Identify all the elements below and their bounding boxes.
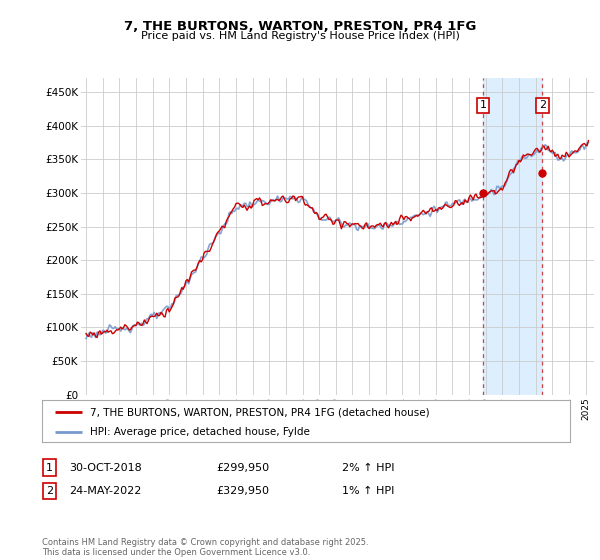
Text: £329,950: £329,950 (216, 486, 269, 496)
Text: 24-MAY-2022: 24-MAY-2022 (69, 486, 142, 496)
Text: 2: 2 (46, 486, 53, 496)
Text: 30-OCT-2018: 30-OCT-2018 (69, 463, 142, 473)
Text: Contains HM Land Registry data © Crown copyright and database right 2025.
This d: Contains HM Land Registry data © Crown c… (42, 538, 368, 557)
Text: 1: 1 (46, 463, 53, 473)
Text: 1: 1 (479, 100, 487, 110)
Text: £299,950: £299,950 (216, 463, 269, 473)
Text: 7, THE BURTONS, WARTON, PRESTON, PR4 1FG (detached house): 7, THE BURTONS, WARTON, PRESTON, PR4 1FG… (89, 407, 429, 417)
Text: 2: 2 (539, 100, 546, 110)
Bar (483, 78, 542, 395)
Text: HPI: Average price, detached house, Fylde: HPI: Average price, detached house, Fyld… (89, 427, 310, 437)
Text: 1% ↑ HPI: 1% ↑ HPI (342, 486, 394, 496)
Text: Price paid vs. HM Land Registry's House Price Index (HPI): Price paid vs. HM Land Registry's House … (140, 31, 460, 41)
Text: 2% ↑ HPI: 2% ↑ HPI (342, 463, 395, 473)
Text: 7, THE BURTONS, WARTON, PRESTON, PR4 1FG: 7, THE BURTONS, WARTON, PRESTON, PR4 1FG (124, 20, 476, 32)
